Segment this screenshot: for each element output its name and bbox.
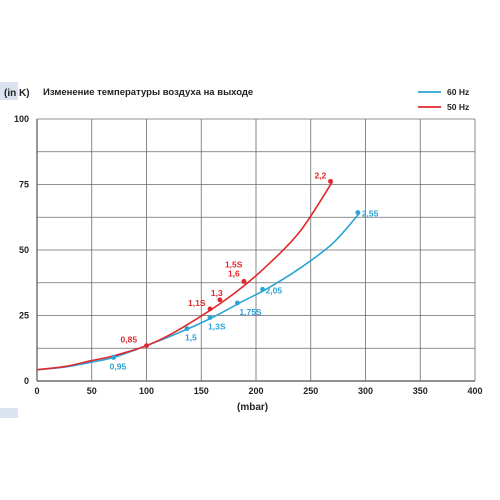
legend-label: 50 Hz [447, 102, 469, 112]
x-tick-label: 150 [194, 386, 209, 396]
data-point [207, 306, 213, 312]
data-label: 1,3 [211, 288, 223, 298]
data-point [234, 300, 240, 306]
x-axis-label: (mbar) [237, 402, 268, 413]
x-tick-label: 250 [303, 386, 318, 396]
y-tick-labels: 0 25 50 75 100 [14, 114, 29, 386]
series-line-50-hz [36, 180, 334, 371]
data-label: 1,5 [185, 333, 197, 343]
left-edge-mark-top [0, 82, 18, 100]
x-tick-label: 50 [87, 386, 97, 396]
y-tick-label: 25 [19, 311, 29, 321]
y-tick-label: 0 [24, 376, 29, 386]
y-tick-label: 75 [19, 180, 29, 190]
data-label: 1,6 [228, 268, 240, 278]
data-label: 2,05 [266, 285, 283, 295]
y-tick-label: 50 [19, 245, 29, 255]
x-tick-label: 400 [467, 386, 482, 396]
left-edge-mark-bottom [0, 408, 18, 418]
data-label: 2,2 [314, 170, 326, 180]
y-tick-label: 100 [14, 114, 29, 124]
x-tick-label: 0 [34, 386, 39, 396]
data-label: 1,1S [188, 298, 206, 308]
data-point [207, 315, 213, 320]
series-line-60-hz [36, 211, 361, 371]
data-point [144, 343, 149, 349]
legend-label: 60 Hz [447, 87, 469, 97]
data-label: 2,55 [362, 209, 379, 219]
data-label: 1,3S [208, 322, 226, 332]
series-curves [36, 180, 361, 371]
legend: 60 Hz 50 Hz [418, 87, 469, 112]
data-points: 0,95 1,5 1,3S 1,75S 2,05 2,55 0,85 1,1S 1,3 1,61,… [110, 170, 379, 371]
x-tick-label: 100 [139, 386, 154, 396]
x-tick-labels: 0 50 100 150 200 250 300 350 400 [34, 386, 482, 396]
x-tick-label: 200 [248, 386, 263, 396]
data-label: 0,85 [121, 335, 138, 345]
x-tick-label: 300 [358, 386, 373, 396]
data-point [241, 279, 247, 284]
data-point [328, 178, 333, 184]
y-axis-label: (in K) [4, 88, 30, 99]
data-label: 1,75S [239, 307, 262, 317]
data-point [260, 286, 265, 292]
x-tick-label: 350 [413, 386, 428, 396]
data-label: 1,5S [225, 259, 243, 269]
grid [36, 118, 476, 382]
data-point [355, 210, 361, 215]
data-point [217, 297, 223, 303]
data-point [184, 326, 190, 331]
data-label: 0,95 [110, 361, 127, 371]
data-point [111, 355, 117, 360]
chart-title: Изменение температуры воздуха на выходе [43, 87, 253, 98]
